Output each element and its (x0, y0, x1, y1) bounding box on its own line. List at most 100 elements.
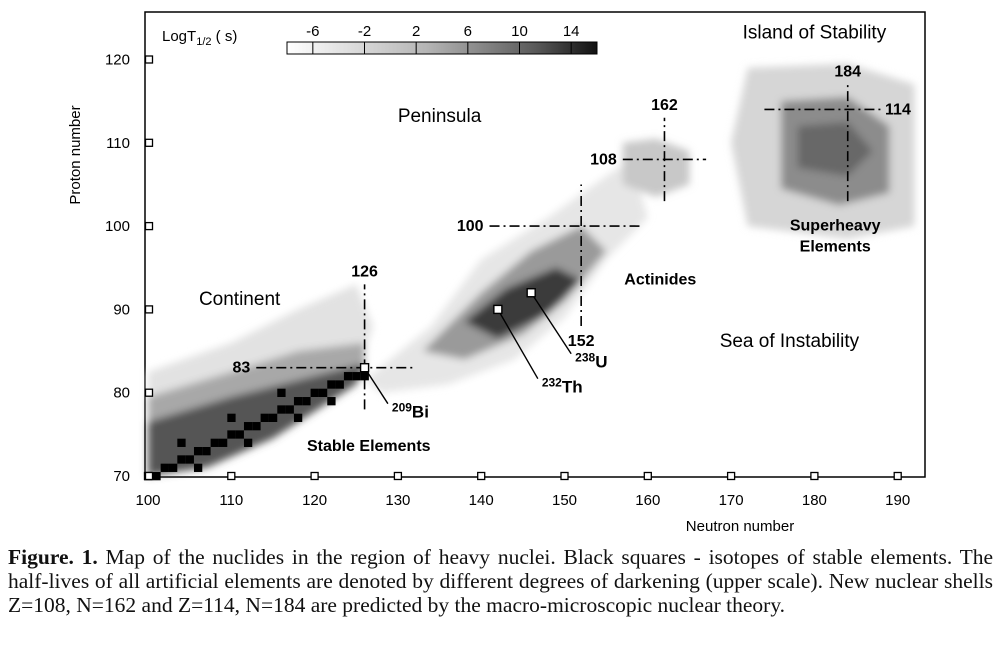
stable-isotope-11 (235, 430, 244, 439)
axes: 100 110 120 130 140 150 160 170 180 190 70 80 90 100 1… (67, 52, 910, 536)
stable-isotope-31 (177, 438, 186, 447)
x-tick-mark-150 (560, 471, 569, 481)
stable-isotopes (144, 372, 369, 481)
stable-isotope-2 (160, 463, 169, 472)
stable-isotope-29 (293, 413, 303, 422)
x-tick-label-140: 140 (469, 492, 494, 509)
shell-label-162: 162 (651, 97, 678, 114)
y-tick-mark-90 (144, 305, 154, 314)
x-tick-label-110: 110 (219, 492, 243, 509)
x-tick-mark-120 (310, 471, 319, 481)
caption-text: Map of the nuclides in the region of hea… (8, 545, 993, 617)
x-tick-label-180: 180 (802, 492, 827, 509)
stable-isotope-15 (268, 413, 278, 422)
colorbar-tick-label-14: 14 (563, 23, 580, 40)
y-tick-label-120: 120 (105, 52, 130, 69)
x-tick-mark-190 (893, 471, 902, 481)
region-continent: Continent (199, 289, 281, 310)
colorbar-tick-label-2: 2 (412, 23, 420, 40)
isotope-leader-Bi (363, 367, 389, 405)
region-superheavy-line1: Superheavy (790, 217, 881, 234)
x-tick-mark-130 (393, 471, 403, 481)
stable-isotope-6 (193, 447, 203, 456)
isotope-symbol-Bi: Bi (412, 403, 429, 422)
stable-isotope-13 (252, 422, 261, 431)
region-stable-elements: Stable Elements (307, 438, 431, 455)
region-superheavy-line2: Elements (800, 238, 871, 255)
x-tick-label-130: 130 (385, 492, 410, 509)
band-z108-blob (622, 138, 690, 197)
colorbar-tick-label-10: 10 (511, 23, 528, 40)
y-tick-mark-80 (144, 388, 154, 397)
colorbar-label: LogT1/2 ( s) (162, 28, 237, 48)
x-tick-label-190: 190 (885, 492, 910, 509)
stable-isotope-30 (327, 397, 336, 406)
isotope-marker-U (526, 288, 536, 298)
region-island-of-stability: Island of Stability (743, 23, 887, 44)
y-tick-label-80: 80 (113, 385, 130, 402)
isotope-marker-Th (493, 304, 503, 315)
y-tick-label-70: 70 (113, 468, 130, 485)
stable-isotope-5 (185, 455, 194, 464)
colorbar-label-sub: 1/2 (196, 36, 211, 48)
y-tick-mark-100 (144, 221, 154, 231)
y-axis-label: Proton number (67, 105, 84, 204)
stable-isotope-1 (152, 472, 161, 481)
stable-isotope-32 (227, 413, 236, 422)
y-tick-mark-120 (144, 55, 154, 64)
stable-isotope-26 (360, 372, 369, 381)
stable-isotope-18 (293, 397, 303, 406)
band-island-core (797, 122, 873, 177)
colorbar: LogT1/2 ( s) -6 -2 2 6 10 14 (162, 23, 598, 55)
stable-isotope-19 (302, 397, 311, 406)
x-tick-label-120: 120 (302, 492, 327, 509)
x-axis-label: Neutron number (686, 518, 794, 535)
y-tick-label-90: 90 (113, 301, 130, 318)
isotope-mass-Bi: 209 (392, 401, 412, 415)
x-tick-label-170: 170 (719, 492, 744, 509)
x-tick-mark-110 (227, 471, 236, 481)
colorbar-tick-label-6: 6 (464, 23, 472, 40)
region-actinides: Actinides (624, 271, 696, 288)
isotope-mass-Th: 232 (542, 376, 562, 390)
y-tick-mark-110 (144, 138, 154, 147)
caption-bold: Figure. 1. (8, 545, 98, 569)
colorbar-label-unit: ( s) (212, 28, 238, 45)
stable-isotope-17 (285, 405, 294, 414)
stable-isotope-24 (343, 372, 353, 381)
isotope-label-Bi: 209Bi (392, 401, 429, 422)
y-tick-label-110: 110 (106, 135, 130, 152)
y-tick-label-100: 100 (105, 218, 130, 235)
stable-isotope-20 (310, 388, 319, 397)
x-tick-label-160: 160 (635, 492, 660, 509)
x-tick-mark-180 (810, 471, 819, 481)
stable-isotope-8 (210, 438, 219, 447)
stable-isotope-12 (243, 422, 253, 431)
stable-isotope-7 (202, 447, 211, 456)
shell-label-184: 184 (834, 63, 861, 80)
isotope-labels: 209Bi 232Th 238U (359, 288, 607, 422)
region-peninsula: Peninsula (398, 106, 482, 127)
isotope-symbol-Th: Th (562, 378, 583, 397)
x-tick-label-100: 100 (135, 492, 160, 509)
isotope-label-U: 238U (575, 351, 607, 372)
nuclide-chart: 83 126 100 152 108 162 114 184 209Bi 232Th 238U I… (67, 11, 926, 536)
shell-label-126: 126 (351, 263, 378, 280)
x-tick-mark-160 (643, 471, 652, 481)
x-tick-label-150: 150 (552, 492, 577, 509)
stable-isotope-28 (243, 438, 253, 447)
isotope-label-Th: 232Th (542, 376, 583, 397)
shell-label-152: 152 (568, 333, 595, 350)
stable-isotope-14 (260, 413, 269, 422)
colorbar-tick-label--6: -6 (306, 23, 319, 40)
region-sea-of-instability: Sea of Instability (720, 331, 860, 352)
stable-isotope-33 (277, 388, 286, 397)
band-actinide-dark (464, 267, 582, 339)
colorbar-gradient (286, 41, 598, 55)
stable-isotope-9 (218, 438, 228, 447)
region-labels: Island of Stability Peninsula Continent Sea… (199, 23, 887, 455)
half-life-regions (148, 63, 915, 476)
y-tick-mark-70 (144, 471, 154, 481)
isotope-leader-U (530, 292, 572, 355)
isotope-mass-U: 238 (575, 351, 595, 365)
